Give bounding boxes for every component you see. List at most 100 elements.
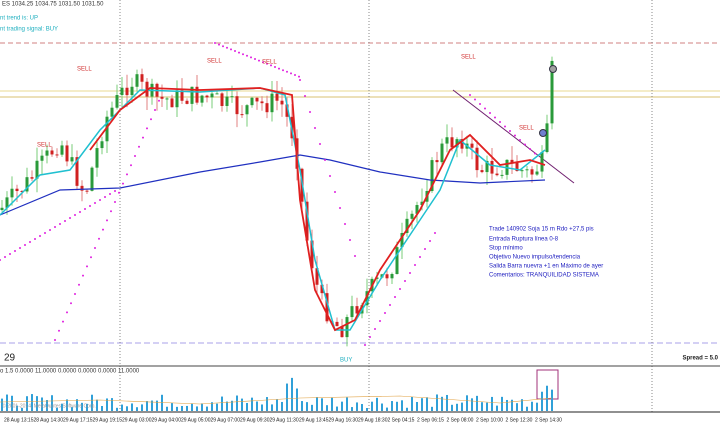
trend-text: nt trend is: UP <box>0 16 38 22</box>
sar-dot <box>484 107 486 110</box>
volume-bar <box>261 404 263 411</box>
sar-dot <box>270 64 272 67</box>
annotation-line: Entrada Ruptura línea 0-8 <box>489 237 559 243</box>
candle-body <box>340 326 344 338</box>
sar-dot <box>309 111 311 113</box>
sar-dot <box>299 79 301 81</box>
sell-label: SELL <box>37 143 52 149</box>
sar-dot <box>534 152 536 155</box>
candle-body <box>250 97 254 106</box>
volume-bar <box>411 396 413 411</box>
sar-dot <box>82 274 84 277</box>
sar-dot <box>290 72 292 75</box>
volume-bar <box>156 400 158 411</box>
volume-bar <box>241 398 243 411</box>
left-label: 29 <box>4 353 16 364</box>
sar-dot <box>214 42 216 44</box>
candle-body <box>160 96 164 99</box>
volume-bar <box>246 402 248 411</box>
sar-dot <box>122 182 124 185</box>
volume-bar <box>36 396 38 411</box>
volume-bar <box>231 400 233 411</box>
candle-body <box>355 306 359 314</box>
volume-bar <box>496 405 498 411</box>
sar-dot <box>404 280 406 282</box>
sar-dot <box>39 235 41 237</box>
candle-body <box>545 123 549 153</box>
volume-bar <box>381 403 383 411</box>
candle-body <box>140 74 144 82</box>
candle-body <box>415 205 419 214</box>
candle-body <box>500 174 504 176</box>
candle-body <box>420 201 424 206</box>
volume-bar <box>61 403 63 411</box>
sar-dot <box>44 232 46 234</box>
sar-dot <box>104 196 106 198</box>
candle-body <box>435 160 439 163</box>
volume-bar <box>341 401 343 411</box>
ma-slow <box>0 154 546 216</box>
candle-body <box>365 291 369 306</box>
volume-bar <box>181 405 183 411</box>
sar-dot <box>64 220 66 222</box>
volume-bar <box>371 401 373 411</box>
sar-dot <box>130 164 132 167</box>
candle-body <box>100 141 104 149</box>
candle-body <box>270 93 274 113</box>
volume-bar <box>131 403 133 411</box>
volume-bar <box>206 406 208 411</box>
sar-dot <box>79 211 81 213</box>
sar-dot <box>509 130 511 132</box>
candle-body <box>285 104 289 117</box>
volume-bar <box>356 402 358 411</box>
sar-dot <box>354 255 356 257</box>
sar-dot <box>262 61 264 64</box>
candle-body <box>135 74 139 87</box>
sar-dot <box>62 320 64 323</box>
candle-body <box>335 321 339 327</box>
candle-body <box>70 157 74 162</box>
time-label: 29 Aug 09:30 <box>240 417 270 423</box>
time-label: 2 Sep 04:15 <box>388 417 415 423</box>
candle-body <box>25 177 29 192</box>
volume-bar <box>291 377 293 411</box>
volume-bar <box>321 398 323 411</box>
candle-body <box>185 100 189 104</box>
sar-dot <box>138 145 140 148</box>
candle-body <box>530 169 534 175</box>
annotation: Trade 140902 Soja 15 m Rdo +27,5 pis Ent… <box>489 227 603 279</box>
volume-bar <box>406 407 408 411</box>
sar-dot <box>250 56 252 59</box>
annotation-line: Comentarios: TRANQUILIDAD SISTEMA <box>489 273 599 279</box>
volume-bar <box>386 407 388 411</box>
sar-dot <box>519 139 521 141</box>
candle-body <box>470 143 474 148</box>
order-marker <box>549 65 557 73</box>
annotation-line: Salida Barra nuevra +1 en Máximo de ayer <box>489 264 603 270</box>
volume-bar <box>236 395 238 411</box>
volume-bar <box>256 401 258 411</box>
sell-label: SELL <box>519 126 534 132</box>
candle-body <box>260 101 264 104</box>
sar-dot <box>314 127 316 129</box>
candle-body <box>315 268 319 285</box>
sar-dot <box>70 302 72 305</box>
sell-label: SELL <box>207 59 222 65</box>
sar-dot <box>394 296 396 298</box>
sar-dot <box>84 208 86 210</box>
sar-dot <box>494 116 496 119</box>
candle-body <box>60 145 64 155</box>
candle-body <box>40 155 44 161</box>
candle-body <box>5 197 9 208</box>
sar-dot <box>29 241 31 243</box>
candle-body <box>325 293 329 322</box>
time-label: 29 Aug 13:45 <box>299 417 329 423</box>
sar-dot <box>374 328 376 330</box>
candle-body <box>445 137 449 144</box>
sar-dot <box>424 248 426 250</box>
time-label: 29 Aug 17:15 <box>63 417 93 423</box>
sar-dot <box>49 229 51 231</box>
sar-dot <box>504 125 506 128</box>
sar-dot <box>134 155 136 157</box>
